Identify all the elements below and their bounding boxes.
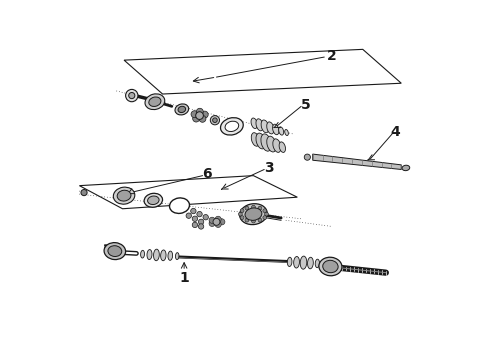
Text: 6: 6 (202, 167, 212, 181)
Circle shape (191, 208, 196, 214)
Ellipse shape (145, 94, 165, 109)
Text: 3: 3 (264, 161, 273, 175)
Ellipse shape (220, 118, 243, 135)
Text: 5: 5 (301, 98, 311, 112)
Ellipse shape (108, 246, 122, 257)
Ellipse shape (175, 253, 179, 260)
Ellipse shape (178, 106, 186, 113)
Ellipse shape (285, 130, 289, 135)
Ellipse shape (273, 139, 281, 152)
Ellipse shape (315, 259, 319, 267)
Ellipse shape (256, 133, 266, 149)
Ellipse shape (117, 190, 131, 201)
Circle shape (81, 189, 87, 195)
Ellipse shape (225, 121, 239, 131)
Text: 2: 2 (327, 49, 337, 63)
Ellipse shape (161, 250, 166, 261)
Ellipse shape (168, 251, 172, 260)
Circle shape (239, 212, 242, 216)
Ellipse shape (279, 127, 284, 135)
Ellipse shape (300, 256, 307, 269)
Circle shape (258, 206, 262, 210)
Circle shape (196, 112, 203, 120)
Ellipse shape (272, 124, 279, 135)
Circle shape (240, 209, 244, 213)
Text: 1: 1 (179, 271, 189, 285)
Circle shape (191, 111, 198, 118)
Polygon shape (313, 154, 401, 170)
Ellipse shape (245, 208, 262, 220)
Ellipse shape (256, 119, 263, 131)
Circle shape (245, 206, 249, 210)
Text: 4: 4 (390, 125, 400, 139)
Ellipse shape (267, 136, 276, 152)
Circle shape (215, 221, 221, 228)
Ellipse shape (170, 198, 190, 213)
Ellipse shape (172, 200, 187, 211)
Circle shape (265, 212, 269, 216)
Circle shape (198, 219, 204, 225)
Ellipse shape (308, 257, 313, 269)
Circle shape (213, 219, 220, 225)
Circle shape (125, 89, 138, 102)
Ellipse shape (279, 142, 286, 152)
Circle shape (245, 218, 249, 222)
Ellipse shape (141, 250, 145, 258)
Circle shape (198, 224, 204, 229)
Circle shape (263, 216, 267, 220)
Circle shape (197, 211, 202, 217)
Circle shape (258, 218, 262, 222)
Ellipse shape (113, 187, 135, 204)
Ellipse shape (147, 196, 159, 204)
Ellipse shape (319, 257, 342, 276)
Ellipse shape (175, 104, 189, 115)
Ellipse shape (294, 256, 299, 268)
Circle shape (192, 216, 197, 221)
Circle shape (219, 219, 225, 225)
Circle shape (304, 154, 311, 160)
Circle shape (193, 115, 199, 122)
Circle shape (263, 209, 267, 213)
Circle shape (129, 93, 135, 99)
Circle shape (186, 213, 192, 219)
Ellipse shape (144, 193, 163, 207)
Circle shape (201, 111, 208, 118)
Circle shape (196, 108, 203, 115)
Ellipse shape (287, 257, 292, 266)
Circle shape (215, 216, 221, 222)
Circle shape (203, 215, 208, 220)
Polygon shape (79, 176, 297, 209)
Circle shape (251, 205, 255, 209)
Polygon shape (124, 49, 401, 94)
Ellipse shape (147, 249, 152, 260)
Ellipse shape (402, 165, 410, 171)
Circle shape (240, 216, 244, 220)
Ellipse shape (153, 249, 159, 261)
Circle shape (209, 217, 215, 223)
Ellipse shape (104, 243, 125, 260)
Ellipse shape (240, 204, 267, 225)
Ellipse shape (267, 122, 274, 134)
Circle shape (192, 222, 197, 228)
Ellipse shape (251, 118, 257, 129)
Circle shape (251, 219, 255, 223)
Ellipse shape (149, 97, 161, 107)
Circle shape (213, 118, 217, 122)
Circle shape (199, 115, 206, 122)
Circle shape (209, 220, 215, 226)
Ellipse shape (251, 133, 260, 146)
Ellipse shape (261, 134, 271, 151)
Ellipse shape (261, 120, 269, 133)
Ellipse shape (323, 260, 338, 273)
Circle shape (210, 116, 220, 125)
